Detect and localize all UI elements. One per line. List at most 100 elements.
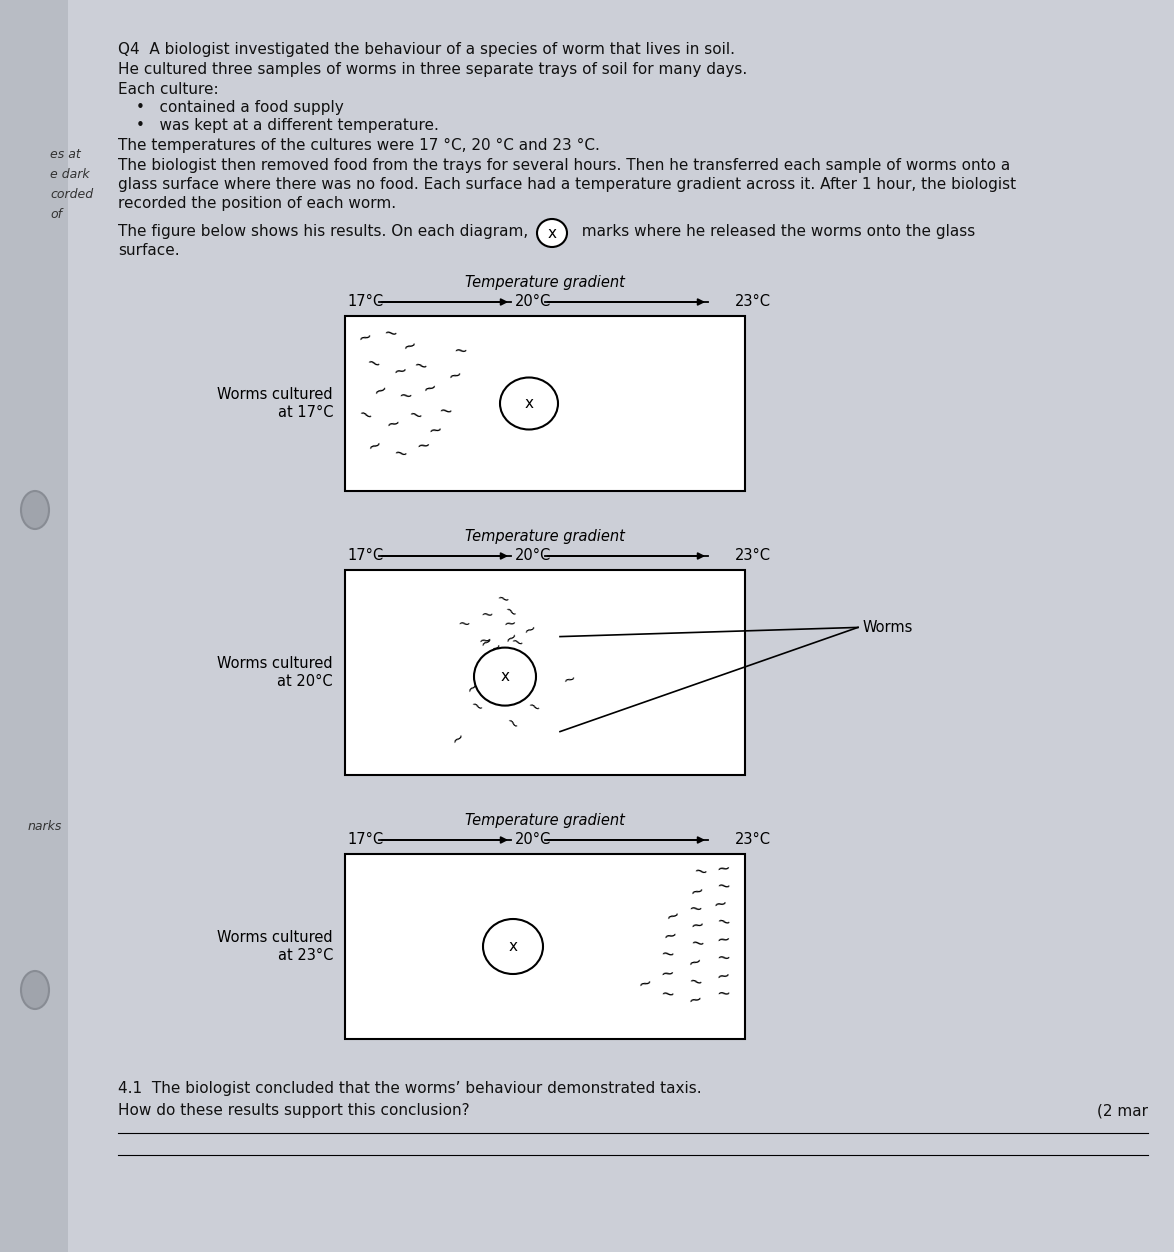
Text: ~: ~ — [370, 379, 390, 402]
Text: Temperature gradient: Temperature gradient — [465, 530, 625, 545]
Text: recorded the position of each worm.: recorded the position of each worm. — [119, 197, 396, 212]
Text: ~: ~ — [714, 911, 733, 933]
Text: Worms: Worms — [863, 620, 913, 635]
Text: ~: ~ — [478, 632, 492, 649]
Text: ~: ~ — [715, 984, 730, 1003]
Text: ~: ~ — [515, 672, 532, 691]
Ellipse shape — [21, 491, 49, 530]
Text: 17°C: 17°C — [348, 833, 383, 848]
Bar — [345, 570, 745, 775]
Text: ~: ~ — [715, 930, 730, 949]
Text: Worms cultured
at 17°C: Worms cultured at 17°C — [217, 387, 333, 419]
Text: ~: ~ — [391, 443, 409, 464]
Text: ~: ~ — [521, 620, 539, 639]
Text: ~: ~ — [365, 434, 385, 457]
Text: ~: ~ — [500, 602, 519, 622]
Text: ~: ~ — [715, 967, 731, 987]
Text: ~: ~ — [479, 660, 498, 679]
Text: ~: ~ — [686, 952, 704, 973]
Text: ~: ~ — [488, 651, 507, 670]
Text: How do these results support this conclusion?: How do these results support this conclu… — [119, 1103, 470, 1118]
Text: ~: ~ — [715, 876, 731, 896]
Text: of: of — [50, 208, 62, 222]
Text: ~: ~ — [502, 714, 521, 734]
Bar — [345, 854, 745, 1039]
Text: The biologist then removed food from the trays for several hours. Then he transf: The biologist then removed food from the… — [119, 158, 1011, 173]
Ellipse shape — [474, 647, 537, 706]
Text: ~: ~ — [384, 413, 402, 434]
Text: 4.1  The biologist concluded that the worms’ behaviour demonstrated taxis.: 4.1 The biologist concluded that the wor… — [119, 1080, 702, 1096]
Text: The figure below shows his results. On each diagram,: The figure below shows his results. On e… — [119, 224, 528, 239]
Text: ~: ~ — [525, 697, 544, 717]
Text: ~: ~ — [427, 421, 443, 441]
Text: 20°C: 20°C — [515, 833, 552, 848]
Text: ~: ~ — [687, 899, 703, 919]
Text: ~: ~ — [715, 949, 730, 968]
Text: ~: ~ — [405, 406, 425, 427]
Text: ~: ~ — [447, 729, 467, 749]
Ellipse shape — [483, 919, 544, 974]
Text: •   was kept at a different temperature.: • was kept at a different temperature. — [136, 118, 439, 133]
Text: ~: ~ — [502, 647, 515, 662]
Text: ~: ~ — [691, 861, 709, 883]
Text: ~: ~ — [363, 353, 383, 374]
Text: ~: ~ — [502, 615, 517, 631]
Text: Temperature gradient: Temperature gradient — [465, 813, 625, 828]
Text: ~: ~ — [659, 944, 675, 964]
Text: 23°C: 23°C — [735, 294, 771, 309]
Text: ~: ~ — [457, 616, 471, 632]
Text: x: x — [508, 939, 518, 954]
Text: Each culture:: Each culture: — [119, 81, 218, 96]
Text: 17°C: 17°C — [348, 294, 383, 309]
Text: ~: ~ — [355, 404, 376, 427]
Text: 20°C: 20°C — [515, 294, 552, 309]
Text: ~: ~ — [452, 342, 467, 361]
Text: narks: narks — [28, 820, 62, 833]
Text: ~: ~ — [659, 984, 675, 1004]
Text: ~: ~ — [715, 859, 730, 879]
Text: 23°C: 23°C — [735, 833, 771, 848]
Text: ~: ~ — [660, 964, 675, 984]
Text: ~: ~ — [689, 916, 706, 936]
Text: x: x — [547, 225, 556, 240]
Text: ~: ~ — [437, 401, 453, 421]
Text: ~: ~ — [688, 934, 706, 954]
Text: e dark: e dark — [50, 168, 89, 182]
Text: ~: ~ — [356, 328, 375, 348]
Text: ~: ~ — [663, 905, 682, 926]
Text: ~: ~ — [467, 697, 486, 716]
Text: ~: ~ — [463, 677, 481, 697]
Text: 20°C: 20°C — [515, 548, 552, 563]
Text: ~: ~ — [397, 387, 413, 406]
Text: ~: ~ — [687, 990, 703, 1010]
Text: ~: ~ — [501, 627, 520, 647]
Text: Worms cultured
at 20°C: Worms cultured at 20°C — [217, 656, 333, 689]
Text: ~: ~ — [508, 634, 526, 652]
Text: 17°C: 17°C — [348, 548, 383, 563]
Text: ~: ~ — [661, 925, 679, 947]
Text: ~: ~ — [446, 366, 464, 387]
Text: ~: ~ — [636, 974, 654, 994]
Text: The temperatures of the cultures were 17 °C, 20 °C and 23 °C.: The temperatures of the cultures were 17… — [119, 138, 600, 153]
Text: ~: ~ — [561, 671, 578, 689]
Text: surface.: surface. — [119, 243, 180, 258]
Bar — [345, 316, 745, 491]
Ellipse shape — [500, 378, 558, 429]
Text: ~: ~ — [711, 894, 728, 914]
Text: He cultured three samples of worms in three separate trays of soil for many days: He cultured three samples of worms in th… — [119, 63, 747, 78]
Text: Worms cultured
at 23°C: Worms cultured at 23°C — [217, 930, 333, 963]
Text: ~: ~ — [411, 356, 429, 377]
Text: glass surface where there was no food. Each surface had a temperature gradient a: glass surface where there was no food. E… — [119, 177, 1017, 192]
Text: ~: ~ — [688, 881, 706, 903]
Text: Temperature gradient: Temperature gradient — [465, 275, 625, 290]
Text: ~: ~ — [382, 324, 398, 344]
Text: ~: ~ — [420, 377, 439, 398]
Text: ~: ~ — [486, 637, 505, 657]
Ellipse shape — [21, 972, 49, 1009]
Text: ~: ~ — [416, 437, 431, 456]
Text: ~: ~ — [392, 361, 409, 381]
Text: x: x — [500, 669, 510, 684]
Text: •   contained a food supply: • contained a food supply — [136, 100, 344, 115]
Text: 23°C: 23°C — [735, 548, 771, 563]
Text: ~: ~ — [686, 972, 704, 993]
